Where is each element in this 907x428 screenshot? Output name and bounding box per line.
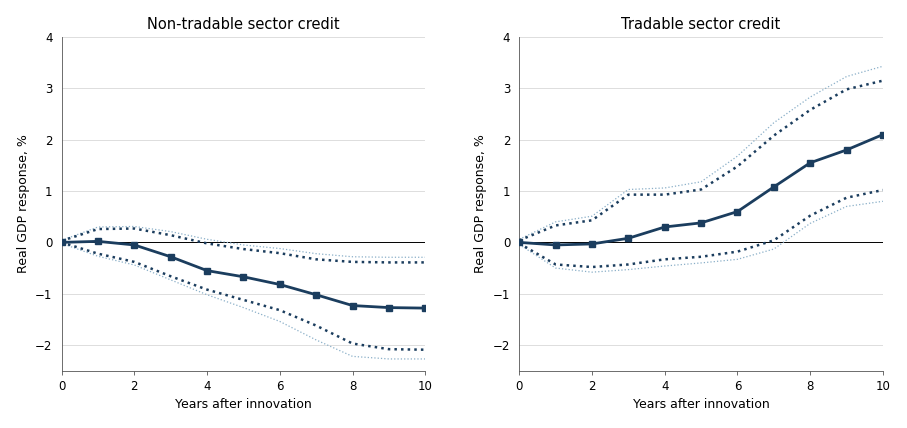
X-axis label: Years after innovation: Years after innovation (175, 398, 312, 411)
Y-axis label: Real GDP response, %: Real GDP response, % (474, 134, 487, 273)
X-axis label: Years after innovation: Years after innovation (633, 398, 769, 411)
Title: Tradable sector credit: Tradable sector credit (621, 17, 781, 32)
Title: Non-tradable sector credit: Non-tradable sector credit (147, 17, 340, 32)
Y-axis label: Real GDP response, %: Real GDP response, % (16, 134, 30, 273)
